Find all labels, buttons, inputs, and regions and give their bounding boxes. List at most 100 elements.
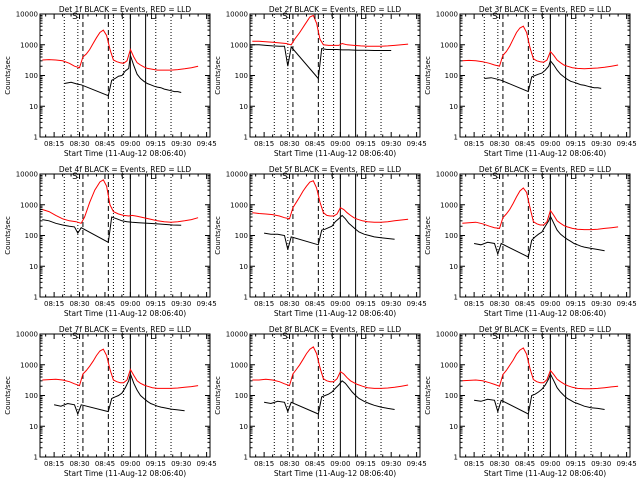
plot-frame bbox=[459, 173, 631, 298]
y-tick-label: 1 bbox=[454, 294, 458, 302]
x-tick-label: 09:00 bbox=[540, 460, 560, 468]
interval-label: S bbox=[492, 172, 498, 182]
y-tick-label: 1 bbox=[34, 294, 38, 302]
interval-label: L bbox=[570, 12, 575, 22]
interval-label: S bbox=[492, 332, 498, 342]
x-axis-label: Start Time (11-Aug-12 08:06:40) bbox=[64, 149, 186, 158]
y-tick-label: 1 bbox=[34, 454, 38, 462]
y-tick-label: 100 bbox=[235, 232, 248, 240]
interval-label: L bbox=[150, 12, 155, 22]
x-axis-label: Start Time (11-Aug-12 08:06:40) bbox=[274, 149, 396, 158]
y-tick-label: 10000 bbox=[16, 331, 38, 339]
interval-label: L bbox=[150, 332, 155, 342]
interval-label: S bbox=[72, 12, 78, 22]
x-tick-label: 09:00 bbox=[330, 140, 350, 148]
x-tick-label: 08:15 bbox=[464, 460, 484, 468]
y-axis-label: Counts/sec bbox=[214, 216, 222, 255]
panel-title: Det 5f BLACK = Events, RED = LLD bbox=[269, 165, 402, 174]
x-tick-label: 09:00 bbox=[120, 140, 140, 148]
series-line-lld bbox=[42, 348, 199, 389]
x-tick-label: 09:15 bbox=[356, 460, 376, 468]
interval-label: I bbox=[331, 12, 334, 22]
interval-label: S bbox=[282, 332, 288, 342]
x-tick-label: 09:30 bbox=[381, 140, 401, 148]
series-line-lld bbox=[462, 347, 619, 390]
panel-title: Det 3f BLACK = Events, RED = LLD bbox=[479, 5, 612, 14]
y-axis-label: Counts/sec bbox=[424, 216, 432, 255]
y-tick-label: 10 bbox=[239, 103, 248, 111]
y-tick-label: 100 bbox=[445, 392, 458, 400]
x-tick-label: 09:45 bbox=[197, 140, 217, 148]
series-line-events bbox=[64, 55, 182, 97]
interval-label: I bbox=[541, 172, 544, 182]
x-tick-label: 08:30 bbox=[69, 140, 89, 148]
panel-title: Det 7f BLACK = Events, RED = LLD bbox=[59, 325, 192, 334]
y-tick-label: 100 bbox=[25, 232, 38, 240]
x-tick-label: 09:15 bbox=[146, 140, 166, 148]
panel-title: Det 1f BLACK = Events, RED = LLD bbox=[59, 5, 192, 14]
series-line-lld bbox=[252, 14, 409, 47]
x-tick-label: 09:00 bbox=[330, 300, 350, 308]
panel-title: Det 9f BLACK = Events, RED = LLD bbox=[479, 325, 612, 334]
plot-frame bbox=[249, 13, 421, 138]
x-tick-label: 08:45 bbox=[305, 300, 325, 308]
y-tick-label: 10000 bbox=[16, 11, 38, 19]
y-tick-label: 1 bbox=[34, 134, 38, 142]
x-tick-label: 08:30 bbox=[489, 460, 509, 468]
interval-label: L bbox=[570, 332, 575, 342]
y-tick-label: 1 bbox=[454, 134, 458, 142]
x-axis-label: Start Time (11-Aug-12 08:06:40) bbox=[484, 149, 606, 158]
y-tick-label: 1000 bbox=[230, 201, 248, 209]
x-tick-label: 09:30 bbox=[591, 460, 611, 468]
y-tick-label: 10000 bbox=[436, 171, 458, 179]
series-line-lld bbox=[252, 180, 409, 223]
y-tick-label: 10000 bbox=[226, 331, 248, 339]
y-tick-label: 10000 bbox=[436, 331, 458, 339]
y-tick-label: 1 bbox=[454, 454, 458, 462]
x-tick-label: 08:15 bbox=[464, 140, 484, 148]
y-tick-label: 1000 bbox=[20, 201, 38, 209]
series-line-lld bbox=[42, 29, 199, 71]
x-tick-label: 08:30 bbox=[69, 460, 89, 468]
y-tick-label: 100 bbox=[235, 392, 248, 400]
series-line-events bbox=[264, 214, 395, 250]
series-line-events bbox=[264, 380, 395, 415]
x-tick-label: 08:30 bbox=[279, 140, 299, 148]
x-tick-label: 09:30 bbox=[171, 140, 191, 148]
y-axis-label: Counts/sec bbox=[214, 56, 222, 95]
panel-title: Det 2f BLACK = Events, RED = LLD bbox=[269, 5, 402, 14]
series-line-events bbox=[252, 44, 392, 80]
x-tick-label: 09:45 bbox=[197, 300, 217, 308]
series-line-lld bbox=[462, 187, 619, 231]
x-tick-label: 08:15 bbox=[464, 300, 484, 308]
interval-label: I bbox=[121, 12, 124, 22]
x-tick-label: 09:45 bbox=[407, 300, 427, 308]
y-axis-label: Counts/sec bbox=[424, 376, 432, 415]
x-tick-label: 08:15 bbox=[254, 460, 274, 468]
plot-frame bbox=[459, 333, 631, 458]
y-tick-label: 10 bbox=[449, 103, 458, 111]
x-tick-label: 09:00 bbox=[330, 460, 350, 468]
interval-label: I bbox=[541, 12, 544, 22]
x-tick-label: 09:00 bbox=[120, 300, 140, 308]
x-tick-label: 09:00 bbox=[540, 300, 560, 308]
interval-label: L bbox=[360, 12, 365, 22]
x-tick-label: 08:30 bbox=[69, 300, 89, 308]
x-tick-label: 09:15 bbox=[566, 140, 586, 148]
x-tick-label: 09:30 bbox=[171, 300, 191, 308]
interval-label: L bbox=[360, 172, 365, 182]
y-tick-label: 10000 bbox=[436, 11, 458, 19]
panel-title: Det 8f BLACK = Events, RED = LLD bbox=[269, 325, 402, 334]
y-axis-label: Counts/sec bbox=[214, 376, 222, 415]
interval-label: L bbox=[360, 332, 365, 342]
x-tick-label: 09:45 bbox=[617, 460, 637, 468]
y-tick-label: 10 bbox=[29, 103, 38, 111]
x-tick-label: 08:45 bbox=[305, 460, 325, 468]
y-tick-label: 10 bbox=[239, 423, 248, 431]
plot-frame bbox=[39, 173, 211, 298]
interval-label: I bbox=[331, 172, 334, 182]
